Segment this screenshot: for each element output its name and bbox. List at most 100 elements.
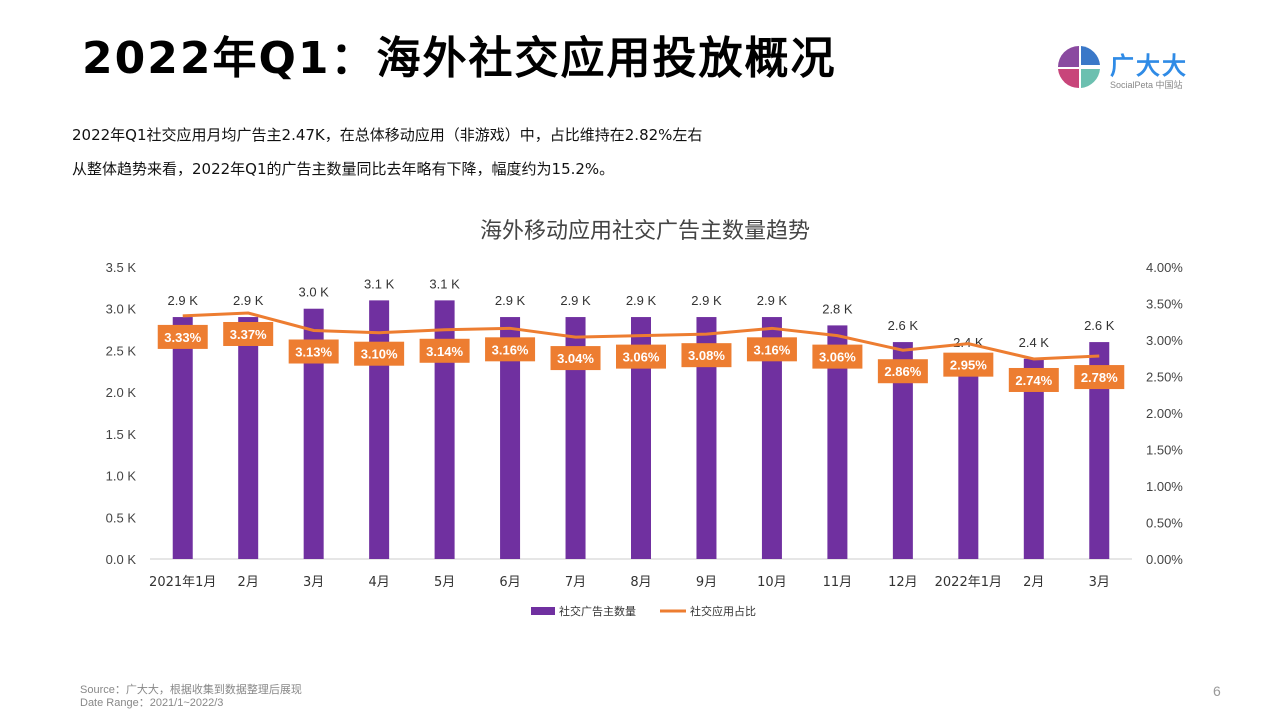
x-tick: 4月 — [368, 575, 389, 590]
bar-label: 2.9 K — [168, 293, 199, 308]
line-label: 3.08% — [688, 348, 725, 363]
line-label-box — [1074, 365, 1125, 390]
x-tick: 6月 — [499, 575, 520, 590]
x-tick: 3月 — [303, 575, 324, 590]
bar-label: 2.6 K — [1084, 318, 1115, 333]
x-tick: 9月 — [696, 575, 717, 590]
bar — [696, 317, 717, 559]
line-label-box — [419, 338, 470, 363]
bar-label: 2.9 K — [757, 293, 788, 308]
bar-label: 2.4 K — [1019, 335, 1050, 350]
date-range: Date Range：2021/1~2022/3 — [80, 697, 224, 709]
line-label-box — [616, 344, 666, 369]
bar — [303, 308, 324, 559]
x-tick: 12月 — [888, 575, 918, 590]
bar — [369, 300, 390, 559]
bar-label: 3.0 K — [298, 285, 329, 300]
line-label: 3.13% — [295, 345, 332, 360]
bar — [500, 317, 521, 559]
x-tick: 2021年1月 — [149, 575, 216, 590]
bar — [434, 300, 455, 559]
y-right-tick: 2.00% — [1146, 406, 1183, 421]
x-tick: 7月 — [565, 575, 586, 590]
line-label-box — [288, 339, 339, 364]
x-tick: 2022年1月 — [935, 575, 1002, 590]
y-left-tick: 2.0 K — [106, 385, 137, 400]
bar-label: 2.9 K — [233, 293, 264, 308]
bar — [238, 317, 259, 559]
bar-label: 2.9 K — [495, 293, 526, 308]
x-tick: 2月 — [1023, 575, 1044, 590]
line-label: 3.10% — [361, 347, 398, 362]
bar-label: 2.6 K — [888, 318, 919, 333]
line-label-box — [223, 321, 274, 346]
x-tick: 3月 — [1089, 575, 1110, 590]
bar-label: 3.1 K — [364, 276, 395, 291]
bar-label: 2.9 K — [691, 293, 722, 308]
logo-name: 广大大 — [1110, 53, 1188, 80]
y-left-tick: 1.5 K — [106, 427, 137, 442]
y-right-tick: 1.50% — [1146, 443, 1183, 458]
line-label: 3.14% — [426, 344, 463, 359]
y-right-tick: 0.50% — [1146, 516, 1183, 531]
bar-label: 2.8 K — [822, 301, 853, 316]
logo: 广大大 SocialPeta 中国站 — [1056, 44, 1226, 94]
x-tick: 2月 — [238, 575, 259, 590]
x-tick: 10月 — [757, 575, 787, 590]
line-label: 3.37% — [230, 327, 267, 342]
description-line-1: 2022年Q1社交应用月均广告主2.47K，在总体移动应用（非游戏）中，占比维持… — [72, 126, 703, 144]
line-label: 3.33% — [164, 330, 201, 345]
line-label-box — [812, 344, 863, 369]
line-label: 3.06% — [623, 350, 660, 365]
y-right-tick: 3.50% — [1146, 297, 1183, 312]
legend-line-label: 社交应用占比 — [690, 604, 756, 618]
y-left-tick: 0.5 K — [106, 510, 137, 525]
y-right-tick: 1.00% — [1146, 479, 1183, 494]
line-label-box — [485, 337, 536, 362]
bar-label: 2.9 K — [626, 293, 657, 308]
line-label-box — [746, 337, 797, 362]
y-right-tick: 0.00% — [1146, 552, 1183, 567]
bar — [827, 325, 848, 559]
y-left-tick: 2.5 K — [106, 343, 137, 358]
y-left-tick: 1.0 K — [106, 469, 137, 484]
x-tick: 8月 — [630, 575, 651, 590]
logo-subtitle: SocialPeta 中国站 — [1110, 80, 1183, 90]
y-left-tick: 3.0 K — [106, 302, 137, 317]
bar — [892, 342, 913, 559]
line-label-box — [681, 343, 732, 368]
line-label: 2.95% — [950, 358, 987, 373]
y-left-tick: 3.5 K — [106, 260, 137, 275]
line-label-box — [877, 359, 928, 384]
bar — [172, 317, 193, 559]
bar — [565, 317, 586, 559]
x-tick: 11月 — [823, 575, 853, 590]
line-label-box — [550, 346, 601, 371]
page-title: 2022年Q1：海外社交应用投放概况 — [82, 33, 837, 84]
line-label: 2.74% — [1015, 373, 1052, 388]
line-label: 3.06% — [819, 350, 856, 365]
x-tick: 5月 — [434, 575, 455, 590]
line-label: 3.16% — [492, 342, 529, 357]
bar — [1023, 358, 1044, 559]
line-label-box — [157, 324, 208, 349]
y-right-tick: 3.00% — [1146, 333, 1183, 348]
logo-icon — [1058, 46, 1100, 89]
line-label-box — [943, 352, 994, 377]
legend-bar-label: 社交广告主数量 — [559, 604, 636, 618]
line-label: 2.78% — [1081, 370, 1118, 385]
bar — [631, 317, 651, 559]
source-note: Source：广大大，根据收集到数据整理后展现 — [80, 684, 302, 696]
line-label-box — [354, 341, 405, 366]
line-label: 3.04% — [557, 351, 594, 366]
line-series — [182, 311, 1100, 361]
bar — [958, 358, 979, 559]
y-left-tick: 0.0 K — [106, 552, 137, 567]
bar-label: 3.1 K — [429, 276, 460, 291]
y-right-tick: 4.00% — [1146, 260, 1183, 275]
line-label: 2.86% — [884, 364, 921, 379]
line-label-box — [1008, 367, 1059, 392]
bar-label: 2.9 K — [560, 293, 591, 308]
description-line-2: 从整体趋势来看，2022年Q1的广告主数量同比去年略有下降，幅度约为15.2%。 — [72, 160, 615, 178]
